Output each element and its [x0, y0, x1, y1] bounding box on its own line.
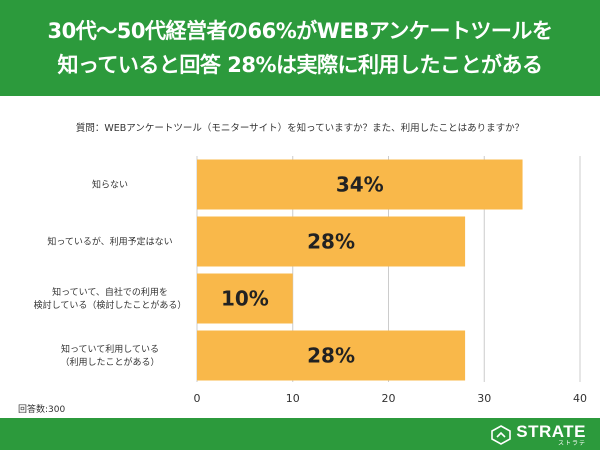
strate-logo-icon: [491, 425, 512, 445]
bar-value-label: 34%: [336, 173, 384, 197]
bar: [197, 273, 293, 324]
category-label: 知っていて、自社での利用を: [52, 286, 168, 298]
bar: [197, 330, 466, 381]
bars: 34% 28% 10% 28%: [197, 159, 523, 381]
survey-question: 質問：WEBアンケートツール（モニターサイト）を知っていますか？また、利用したこ…: [75, 123, 525, 134]
x-tick-label: 10: [286, 392, 300, 405]
x-tick-label: 30: [477, 392, 491, 405]
bar-value-label: 28%: [307, 344, 355, 368]
brand-name: STRATE: [516, 422, 586, 441]
bar-chart: 34% 28% 10% 28% 知らない知っているが、利用予定はない知っていて、自社で…: [34, 156, 588, 405]
x-axis-ticks: 0 10 20 30 40: [194, 392, 588, 405]
footer-bar: STRATE ストラテ: [0, 418, 600, 450]
x-tick-label: 0: [194, 392, 201, 405]
title-banner: 30代〜50代経営者の66%がWEBアンケートツールを 知っていると回答 28%…: [0, 0, 600, 96]
title-line-2: 知っていると回答 28%は実際に利用したことがある: [57, 53, 543, 77]
x-tick-label: 20: [382, 392, 396, 405]
category-label: 知っているが、利用予定はない: [47, 236, 172, 248]
category-labels: 知らない知っているが、利用予定はない知っていて、自社での利用を検討している（検討…: [34, 179, 187, 369]
bar-value-label: 10%: [221, 287, 269, 311]
category-label: 検討している（検討したことがある）: [34, 299, 187, 311]
x-tick-label: 40: [573, 392, 587, 405]
bar-value-label: 28%: [307, 230, 355, 254]
bar: [197, 216, 466, 267]
sample-size-note: 回答数:300: [18, 405, 66, 415]
category-label: 知っていて利用している: [61, 343, 159, 355]
bar: [197, 159, 523, 210]
strate-logo: STRATE ストラテ: [491, 422, 586, 448]
category-label: 知らない: [92, 179, 128, 191]
category-label: （利用したことがある）: [60, 356, 159, 368]
title-line-1: 30代〜50代経営者の66%がWEBアンケートツールを: [47, 19, 553, 43]
brand-subname: ストラテ: [557, 440, 586, 447]
